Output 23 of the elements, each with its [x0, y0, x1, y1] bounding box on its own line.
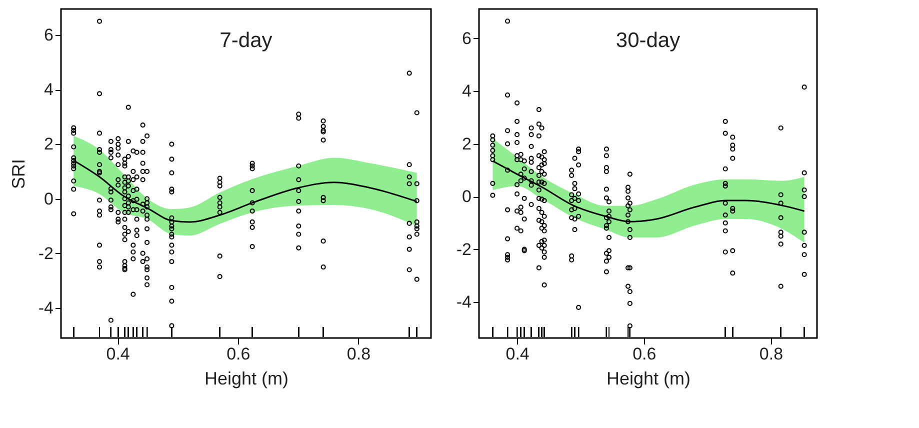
- text: 30-day: [616, 29, 681, 52]
- y-axis-title: SRI: [8, 158, 28, 190]
- y-tick-label: 4: [462, 82, 472, 101]
- y-tick-label: 6: [462, 28, 472, 48]
- x-tick-label: 0.8: [759, 344, 784, 364]
- y-tick-label: 6: [44, 25, 54, 44]
- y-tick-label: 2: [44, 134, 54, 154]
- x-axis-title: Height (m): [204, 368, 289, 388]
- y-tick-label: -4: [456, 292, 472, 312]
- y-tick-label: 2: [462, 134, 472, 154]
- y-tick-label: 0: [44, 189, 54, 208]
- x-tick-label: 0.4: [106, 344, 130, 364]
- y-tick-label: -2: [456, 240, 472, 259]
- x-tick-label: 0.8: [346, 344, 371, 364]
- y-tick-label: -4: [38, 298, 54, 318]
- text: 7-day: [220, 29, 273, 52]
- x-axis-title: Height (m): [606, 368, 691, 388]
- x-tick-label: 0.4: [506, 344, 530, 364]
- y-tick-label: -2: [38, 244, 54, 263]
- x-tick-label: 0.6: [632, 344, 656, 364]
- y-tick-label: 4: [44, 80, 54, 100]
- x-tick-label: 0.6: [226, 344, 250, 364]
- y-tick-label: 0: [462, 187, 472, 206]
